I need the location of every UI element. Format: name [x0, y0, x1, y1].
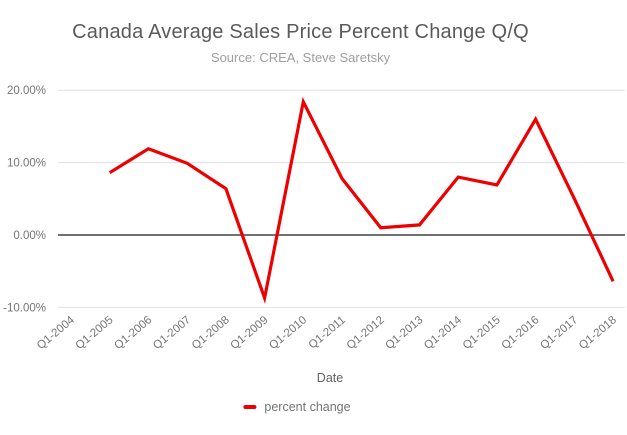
series-line-percent-change [108, 96, 615, 305]
x-axis-title: Date [316, 371, 344, 385]
x-tick-label: Q1-2010 [267, 314, 309, 352]
x-tick-label: Q1-2012 [345, 314, 387, 352]
x-tick-label: Q1-2014 [422, 314, 464, 352]
y-tick-label: 20.00% [7, 85, 46, 97]
x-tick-label: Q1-2009 [229, 314, 271, 352]
legend-swatch-percent-change [243, 405, 257, 409]
x-tick-label: Q1-2011 [307, 314, 348, 351]
legend: percent change [243, 400, 351, 414]
x-tick-label: Q1-2016 [500, 314, 542, 352]
x-tick-label: Q1-2015 [461, 314, 503, 352]
x-tick-label: Q1-2018 [577, 314, 619, 352]
x-tick-label: Q1-2013 [383, 314, 425, 352]
y-tick-label: 0.00% [13, 230, 46, 242]
chart-title: Canada Average Sales Price Percent Chang… [72, 21, 529, 43]
x-tick-label: Q1-2008 [190, 314, 232, 352]
x-tick-label: Q1-2004 [35, 314, 77, 352]
chart-subtitle: Source: CREA, Steve Saretsky [210, 50, 391, 65]
x-tick-label: Q1-2007 [151, 314, 193, 352]
y-tick-label: -10.00% [3, 302, 46, 314]
x-tick-label: Q1-2017 [538, 314, 580, 352]
x-tick-label: Q1-2006 [112, 314, 154, 352]
x-tick-label: Q1-2005 [74, 314, 116, 352]
legend-label: percent change [264, 400, 351, 414]
y-tick-label: 10.00% [7, 158, 46, 170]
